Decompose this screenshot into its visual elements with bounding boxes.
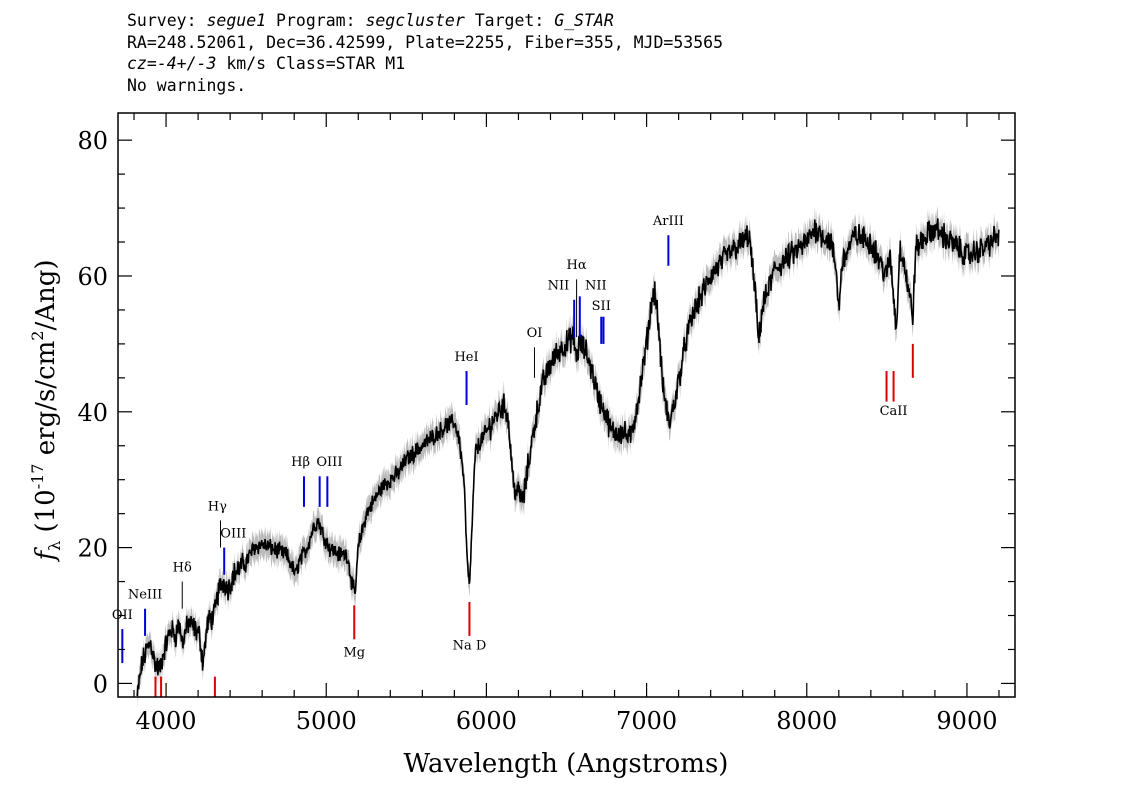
spectrum-line xyxy=(136,218,1000,696)
line-label: Hα xyxy=(567,258,587,273)
survey-label: Survey: xyxy=(127,11,207,30)
spectrum-series xyxy=(136,218,1000,696)
cz-value: -4+/-3 xyxy=(156,54,217,73)
cz-label: cz xyxy=(127,54,147,73)
line-label: OI xyxy=(527,326,543,341)
survey-value: segue1 xyxy=(206,11,267,30)
line-label: NII xyxy=(585,279,607,294)
axes: 4000 5000 6000 7000 8000 9000 0 20 40 60 80 xyxy=(77,112,1016,735)
header-line-3: cz=-4+/-3 km/s Class=STAR M1 xyxy=(127,53,723,75)
plot-frame xyxy=(117,112,1016,698)
line-label: Mg xyxy=(343,645,365,660)
y-axis-title-part2: erg/s/cm xyxy=(31,341,61,464)
line-label: NeIII xyxy=(128,588,162,603)
line-label: Hγ xyxy=(208,499,227,514)
program-label: Program: xyxy=(266,11,366,30)
y-tick-label: 0 xyxy=(93,670,108,698)
line-label: Na D xyxy=(453,638,487,653)
line-label: SII xyxy=(592,299,611,314)
target-label: Target: xyxy=(464,11,555,30)
line-label: NII xyxy=(548,279,570,294)
y-axis-title-part1: (10 xyxy=(31,489,61,541)
spectrum-header: Survey: segue1 Program: segcluster Targe… xyxy=(127,10,723,96)
x-tick-label: 4000 xyxy=(136,707,197,735)
y-tick-label: 60 xyxy=(77,263,108,291)
line-label: OIII xyxy=(220,526,246,541)
line-label: ArIII xyxy=(652,214,684,229)
header-line-2: RA=248.52061, Dec=36.42599, Plate=2255, … xyxy=(127,32,724,52)
x-axis-title: Wavelength (Angstroms) xyxy=(404,749,729,779)
line-label: HeI xyxy=(454,350,478,365)
line-label: CaII xyxy=(880,404,908,419)
y-tick-label: 40 xyxy=(77,399,108,427)
x-tick-label: 6000 xyxy=(456,707,517,735)
y-axis-title-sub: λ xyxy=(45,541,64,551)
y-axis-title: fλ (10-17 erg/s/cm2/Ang) xyxy=(28,259,64,562)
x-tick-label: 8000 xyxy=(776,707,837,735)
y-tick-label: 80 xyxy=(77,127,108,155)
y-tick-label: 20 xyxy=(77,535,108,563)
line-label: Hβ xyxy=(291,455,310,470)
line-label: OIII xyxy=(316,455,342,470)
y-axis-title-exp1: -17 xyxy=(28,464,47,490)
line-label: Hδ xyxy=(173,560,192,575)
header-line-4: No warnings. xyxy=(127,75,247,95)
x-tick-label: 9000 xyxy=(936,707,997,735)
cz-equals: = xyxy=(146,54,157,73)
y-axis-title-exp2: 2 xyxy=(28,331,47,341)
header-line-1: Survey: segue1 Program: segcluster Targe… xyxy=(127,10,723,32)
program-value: segcluster xyxy=(365,11,465,30)
target-value: G_STAR xyxy=(554,11,614,30)
x-tick-label: 5000 xyxy=(296,707,357,735)
y-axis-title-part3: /Ang) xyxy=(31,259,61,330)
cz-unit-class: km/s Class=STAR M1 xyxy=(216,54,406,73)
x-tick-label: 7000 xyxy=(616,707,677,735)
